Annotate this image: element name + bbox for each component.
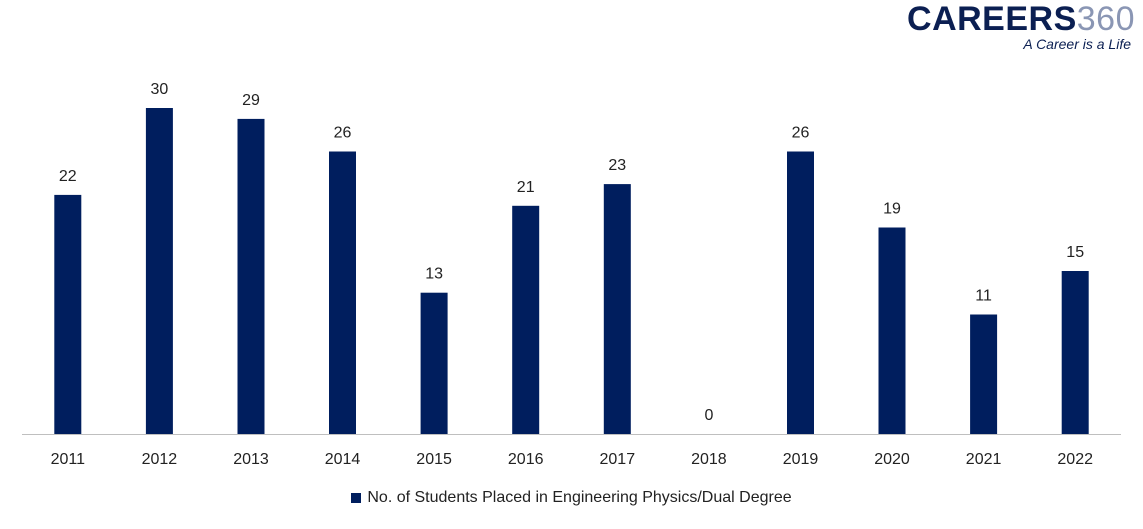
logo-number-text: 360 <box>1076 0 1135 38</box>
bar-2021 <box>970 314 998 434</box>
data-label-2013: 29 <box>242 92 260 109</box>
logo-tagline: A Career is a Life <box>1023 36 1131 52</box>
bar-2012 <box>145 108 173 434</box>
x-tick-label-2016: 2016 <box>508 451 544 468</box>
x-tick-label-2022: 2022 <box>1057 451 1093 468</box>
data-label-2016: 21 <box>517 179 535 196</box>
legend-swatch <box>351 493 362 503</box>
logo-wordmark: CAREERS360 <box>907 2 1135 36</box>
x-tick-label-2012: 2012 <box>142 451 178 468</box>
chart-legend: No. of Students Placed in Engineering Ph… <box>0 489 1143 507</box>
bar-2020 <box>878 227 906 434</box>
data-label-2021: 11 <box>975 288 992 305</box>
legend-label: No. of Students Placed in Engineering Ph… <box>367 489 792 506</box>
data-label-2020: 19 <box>883 201 901 218</box>
data-label-2018: 0 <box>704 407 713 424</box>
data-label-2014: 26 <box>334 125 352 142</box>
bar-2015 <box>420 292 448 434</box>
bar-2017 <box>603 184 631 434</box>
x-tick-label-2018: 2018 <box>691 451 727 468</box>
data-label-2017: 23 <box>608 157 626 174</box>
bar-2014 <box>329 151 356 434</box>
x-tick-label-2021: 2021 <box>966 451 1002 468</box>
careers360-logo: CAREERS360 A Career is a Life <box>907 2 1135 51</box>
x-tick-label-2013: 2013 <box>233 451 269 468</box>
logo-main-text: CAREERS <box>907 0 1077 38</box>
data-label-2022: 15 <box>1066 244 1084 261</box>
x-tick-label-2020: 2020 <box>874 451 910 468</box>
x-tick-label-2019: 2019 <box>783 451 819 468</box>
data-label-2019: 26 <box>792 125 810 142</box>
bar-2011 <box>54 194 82 434</box>
bar-2022 <box>1061 271 1089 434</box>
x-tick-label-2014: 2014 <box>325 451 361 468</box>
bar-2019 <box>787 151 814 434</box>
x-tick-label-2011: 2011 <box>51 451 86 468</box>
bar-2013 <box>237 118 265 435</box>
data-label-2015: 13 <box>425 266 443 283</box>
bar-2016 <box>512 205 540 434</box>
data-label-2011: 22 <box>59 168 77 185</box>
data-label-2012: 30 <box>151 81 169 98</box>
x-tick-label-2017: 2017 <box>600 451 636 468</box>
x-tick-label-2015: 2015 <box>416 451 452 468</box>
